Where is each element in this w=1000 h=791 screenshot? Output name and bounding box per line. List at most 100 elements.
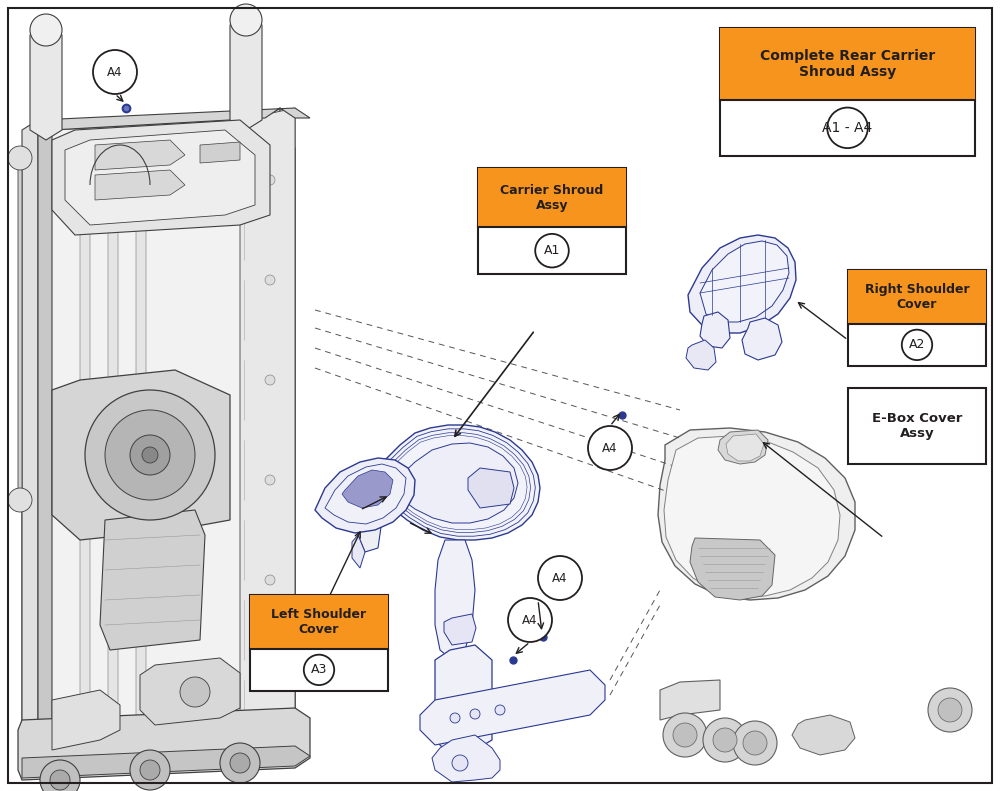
Circle shape bbox=[40, 760, 80, 791]
Circle shape bbox=[50, 770, 70, 790]
Polygon shape bbox=[30, 25, 62, 140]
Polygon shape bbox=[658, 428, 855, 600]
Polygon shape bbox=[358, 500, 382, 552]
Polygon shape bbox=[435, 645, 492, 755]
Polygon shape bbox=[200, 142, 240, 163]
Circle shape bbox=[743, 731, 767, 755]
Polygon shape bbox=[22, 746, 310, 778]
Text: A4: A4 bbox=[107, 66, 123, 78]
Text: Right Shoulder
Cover: Right Shoulder Cover bbox=[865, 283, 969, 311]
Polygon shape bbox=[420, 670, 605, 745]
Polygon shape bbox=[22, 118, 295, 760]
Text: A3: A3 bbox=[311, 664, 327, 676]
Polygon shape bbox=[18, 708, 310, 780]
Text: Carrier Shroud
Assy: Carrier Shroud Assy bbox=[500, 184, 604, 212]
Circle shape bbox=[8, 488, 32, 512]
Bar bbox=[478, 168, 626, 274]
Circle shape bbox=[538, 556, 582, 600]
Circle shape bbox=[130, 435, 170, 475]
Polygon shape bbox=[432, 735, 500, 782]
Text: E-Box Cover
Assy: E-Box Cover Assy bbox=[872, 412, 962, 440]
Circle shape bbox=[30, 14, 62, 46]
Polygon shape bbox=[325, 464, 406, 524]
Polygon shape bbox=[315, 458, 415, 533]
Circle shape bbox=[265, 575, 275, 585]
Circle shape bbox=[663, 713, 707, 757]
Circle shape bbox=[180, 677, 210, 707]
Text: Complete Rear Carrier
Shroud Assy: Complete Rear Carrier Shroud Assy bbox=[760, 49, 935, 79]
Circle shape bbox=[230, 753, 250, 773]
Polygon shape bbox=[688, 235, 796, 333]
Polygon shape bbox=[435, 540, 475, 660]
Text: A1: A1 bbox=[544, 244, 560, 257]
Polygon shape bbox=[38, 120, 52, 740]
Polygon shape bbox=[18, 155, 22, 505]
Circle shape bbox=[450, 713, 460, 723]
Polygon shape bbox=[136, 135, 146, 745]
Circle shape bbox=[85, 390, 215, 520]
Circle shape bbox=[508, 598, 552, 642]
Bar bbox=[720, 28, 975, 156]
Circle shape bbox=[938, 698, 962, 722]
Circle shape bbox=[673, 723, 697, 747]
Polygon shape bbox=[52, 120, 270, 235]
Circle shape bbox=[265, 275, 275, 285]
Text: A4: A4 bbox=[552, 572, 568, 585]
Polygon shape bbox=[444, 614, 476, 645]
Bar bbox=[848, 270, 986, 324]
Circle shape bbox=[105, 410, 195, 500]
Circle shape bbox=[470, 709, 480, 719]
Bar bbox=[478, 168, 626, 227]
Polygon shape bbox=[280, 108, 295, 718]
Polygon shape bbox=[95, 140, 185, 170]
Polygon shape bbox=[230, 15, 262, 130]
Circle shape bbox=[130, 750, 170, 790]
Text: A4: A4 bbox=[522, 614, 538, 626]
Polygon shape bbox=[65, 130, 255, 225]
Polygon shape bbox=[468, 468, 514, 508]
Polygon shape bbox=[140, 658, 240, 725]
Circle shape bbox=[230, 4, 262, 36]
Text: A4: A4 bbox=[602, 441, 618, 455]
Polygon shape bbox=[718, 430, 768, 464]
Bar bbox=[720, 28, 975, 100]
Circle shape bbox=[93, 50, 137, 94]
Polygon shape bbox=[660, 680, 720, 720]
Circle shape bbox=[588, 426, 632, 470]
Polygon shape bbox=[352, 535, 365, 568]
Polygon shape bbox=[342, 470, 393, 508]
Polygon shape bbox=[365, 425, 540, 540]
Polygon shape bbox=[686, 340, 716, 370]
Polygon shape bbox=[38, 108, 310, 130]
Circle shape bbox=[703, 718, 747, 762]
Polygon shape bbox=[742, 318, 782, 360]
Circle shape bbox=[733, 721, 777, 765]
Polygon shape bbox=[726, 434, 764, 461]
Polygon shape bbox=[108, 135, 118, 745]
Bar bbox=[250, 595, 388, 691]
Polygon shape bbox=[52, 690, 120, 750]
Polygon shape bbox=[664, 436, 840, 597]
Circle shape bbox=[265, 175, 275, 185]
Polygon shape bbox=[690, 538, 775, 600]
Circle shape bbox=[265, 655, 275, 665]
Bar bbox=[848, 270, 986, 366]
Polygon shape bbox=[22, 120, 38, 750]
Polygon shape bbox=[240, 108, 295, 730]
Polygon shape bbox=[95, 170, 185, 200]
Polygon shape bbox=[52, 370, 230, 540]
Circle shape bbox=[452, 755, 468, 771]
Text: A1 - A4: A1 - A4 bbox=[822, 121, 873, 134]
Circle shape bbox=[495, 705, 505, 715]
Circle shape bbox=[140, 760, 160, 780]
Text: Left Shoulder
Cover: Left Shoulder Cover bbox=[271, 607, 367, 636]
Polygon shape bbox=[80, 135, 90, 745]
Polygon shape bbox=[700, 312, 730, 348]
Circle shape bbox=[142, 447, 158, 463]
Circle shape bbox=[265, 375, 275, 385]
Bar bbox=[250, 595, 388, 649]
Polygon shape bbox=[265, 108, 280, 718]
Text: A2: A2 bbox=[909, 339, 925, 351]
Polygon shape bbox=[700, 241, 789, 322]
Circle shape bbox=[8, 146, 32, 170]
